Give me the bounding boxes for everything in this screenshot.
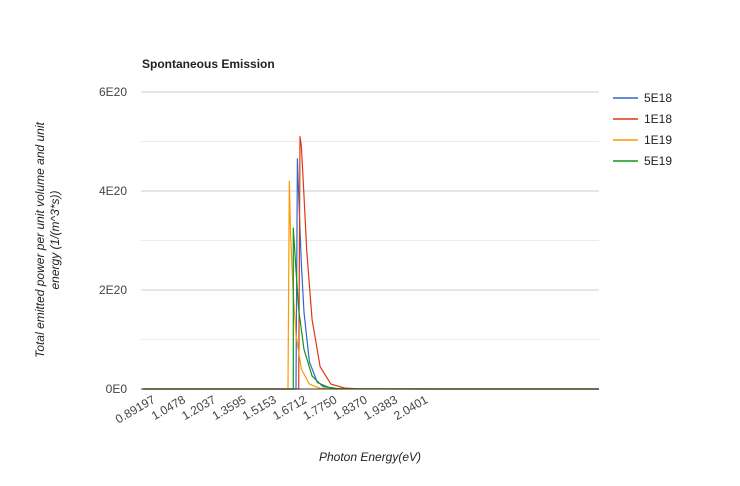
series-line-1e19 bbox=[143, 180, 599, 390]
x-axis-ticks: 0.891971.04781.20371.35951.51531.67121.7… bbox=[113, 392, 431, 426]
x-tick-label: 1.9383 bbox=[361, 392, 400, 423]
series-line-5e19 bbox=[143, 227, 599, 390]
legend-label-1e19: 1E19 bbox=[644, 133, 672, 147]
y-tick-label: 6E20 bbox=[99, 85, 127, 99]
y-tick-label: 4E20 bbox=[99, 184, 127, 198]
x-tick-label: 1.6712 bbox=[270, 392, 309, 423]
x-tick-label: 1.2037 bbox=[179, 392, 218, 423]
chart-title: Spontaneous Emission bbox=[142, 57, 275, 71]
x-tick-label: 1.3595 bbox=[210, 392, 249, 423]
y-axis-label: Total emitted power per unit volume and … bbox=[33, 121, 62, 357]
legend: 5E18 1E18 1E19 5E19 bbox=[613, 91, 672, 168]
y-axis-ticks: 0E0 2E20 4E20 6E20 bbox=[99, 85, 127, 396]
y-axis-label-line: Total emitted power per unit volume and … bbox=[33, 121, 47, 357]
x-tick-label: 1.7750 bbox=[301, 392, 340, 423]
x-tick-label: 1.5153 bbox=[240, 392, 279, 423]
legend-label-5e19: 5E19 bbox=[644, 154, 672, 168]
y-tick-label: 0E0 bbox=[106, 382, 128, 396]
x-tick-label: 2.0401 bbox=[391, 392, 430, 423]
x-axis-label: Photon Energy(eV) bbox=[319, 450, 421, 464]
series-line-5e18 bbox=[143, 158, 599, 390]
gridlines bbox=[141, 91, 599, 340]
x-tick-label: 1.0478 bbox=[149, 392, 188, 423]
legend-label-5e18: 5E18 bbox=[644, 91, 672, 105]
y-axis-label-line: energy (1/(m^3*s)) bbox=[48, 191, 62, 290]
x-tick-label: 1.8370 bbox=[331, 392, 370, 423]
legend-label-1e18: 1E18 bbox=[644, 112, 672, 126]
series-lines bbox=[143, 136, 599, 390]
series-line-1e18 bbox=[143, 136, 599, 390]
y-tick-label: 2E20 bbox=[99, 283, 127, 297]
